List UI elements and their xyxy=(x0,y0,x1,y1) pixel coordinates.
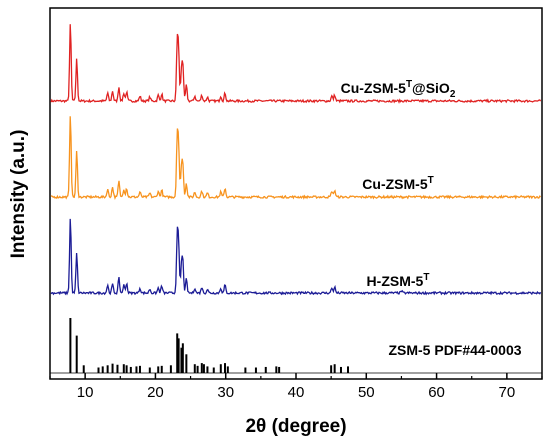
series-label-2: Cu-ZSM-5T xyxy=(362,175,433,192)
x-tick-label: 50 xyxy=(358,384,375,401)
series-group xyxy=(50,24,542,296)
x-tick-label: 20 xyxy=(147,384,164,401)
x-tick-label: 40 xyxy=(288,384,305,401)
x-tick-label: 60 xyxy=(428,384,445,401)
y-axis-title: Intensity (a.u.) xyxy=(8,130,29,259)
x-axis-title: 2θ (degree) xyxy=(245,416,346,437)
x-axis-ticks: 10 20 30 40 50 60 70 xyxy=(49,373,543,401)
series-label-1: Cu-ZSM-5T@SiO2 xyxy=(341,79,456,100)
series-line-3 xyxy=(50,218,542,296)
x-tick-label: 70 xyxy=(499,384,516,401)
x-tick-label: 30 xyxy=(217,384,234,401)
reference-label: ZSM-5 PDF#44-0003 xyxy=(388,342,521,358)
reference-group xyxy=(50,318,542,374)
plot-frame xyxy=(49,7,543,380)
x-tick-label: 10 xyxy=(77,384,94,401)
series-labels: Cu-ZSM-5T@SiO2 Cu-ZSM-5T H-ZSM-5T ZSM-5 PDF… xyxy=(341,79,522,358)
series-line-2 xyxy=(50,116,542,200)
series-label-3: H-ZSM-5T xyxy=(367,272,430,289)
series-line-1 xyxy=(50,24,542,104)
